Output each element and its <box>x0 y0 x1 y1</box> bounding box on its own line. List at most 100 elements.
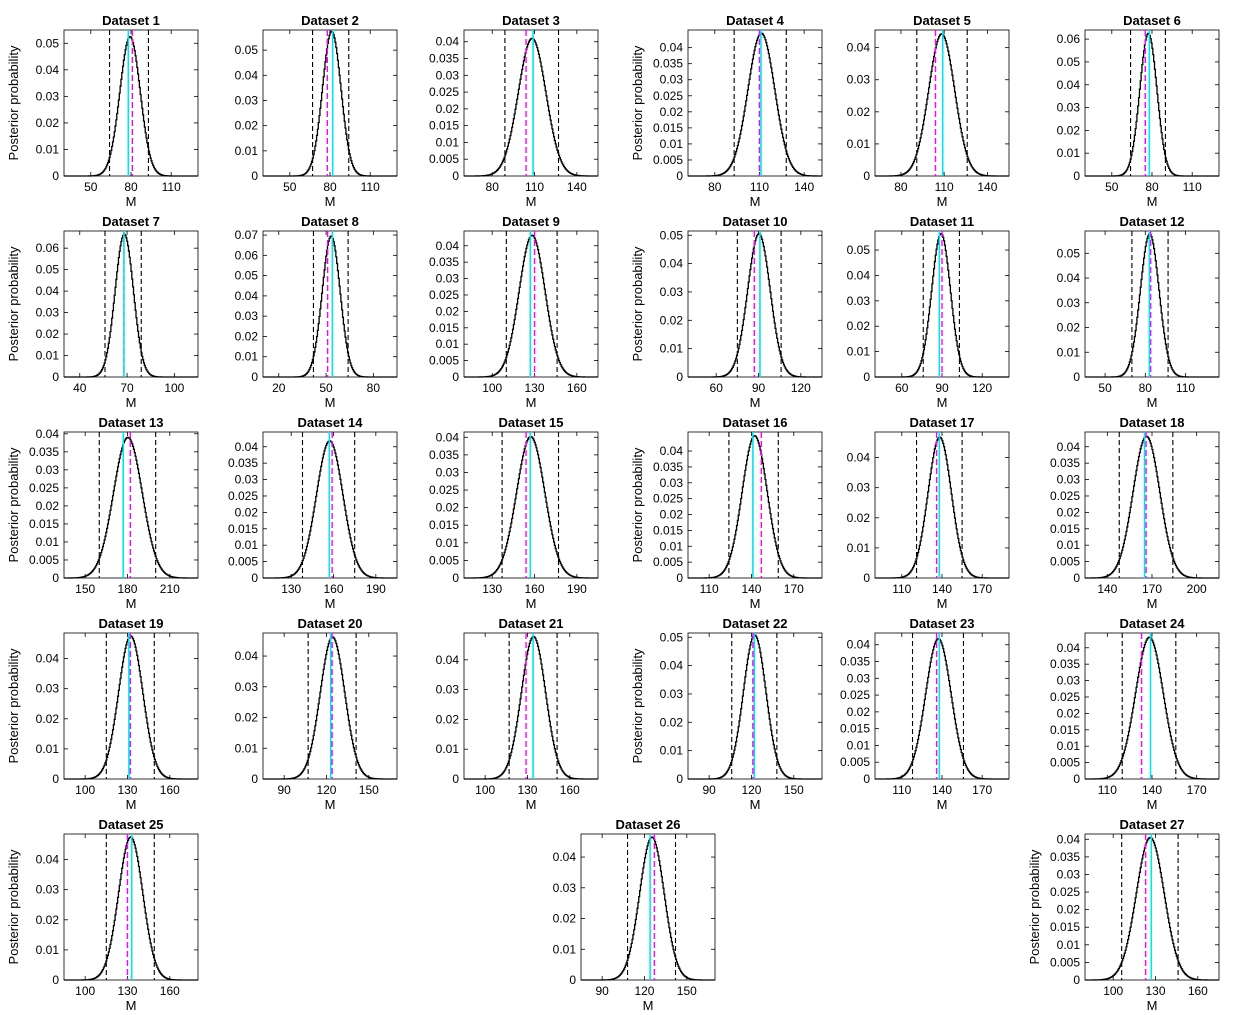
y-tick-label: 0.05 <box>660 630 684 644</box>
y-tick-label: 0.02 <box>436 712 460 726</box>
posterior-curve <box>64 36 198 177</box>
y-axis-label: Posterior probability <box>6 447 21 562</box>
axes-box <box>1084 431 1220 579</box>
y-tick-label: 0.06 <box>1057 32 1081 46</box>
y-tick-label: 0.035 <box>1050 456 1080 470</box>
x-tick-label: 140 <box>741 582 761 596</box>
x-tick-label: 150 <box>677 984 697 998</box>
subplot-title: Dataset 27 <box>1119 817 1184 832</box>
subplot-title: Dataset 1 <box>102 13 160 28</box>
y-tick-label: 0.03 <box>36 89 60 103</box>
y-tick-label: 0.02 <box>1057 706 1081 720</box>
y-tick-label: 0 <box>251 772 258 786</box>
subplot-title: Dataset 5 <box>913 13 971 28</box>
y-tick-label: 0.03 <box>436 465 460 479</box>
y-tick-label: 0.03 <box>436 68 460 82</box>
x-tick-label: 170 <box>1187 783 1207 797</box>
y-tick-label: 0.03 <box>36 883 60 897</box>
y-tick-label: 0.02 <box>553 912 577 926</box>
x-tick-label: 160 <box>525 582 545 596</box>
y-axis-label: Posterior probability <box>6 246 21 361</box>
y-tick-label: 0.03 <box>436 272 460 286</box>
y-tick-label: 0.04 <box>436 430 460 444</box>
posterior-curve <box>875 436 1009 579</box>
subplot-title: Dataset 12 <box>1119 214 1184 229</box>
axes-box <box>463 632 599 780</box>
subplot: 150 180 210 0 0.005 0.01 0.015 0.02 0.025 0.03 0.0… <box>6 415 199 611</box>
x-tick-label: 90 <box>277 783 291 797</box>
x-axis-label: M <box>1147 395 1158 410</box>
y-axis-label: Posterior probability <box>1027 849 1042 964</box>
y-tick-label: 0.04 <box>660 659 684 673</box>
y-tick-label: 0.01 <box>847 137 871 151</box>
x-tick-label: 110 <box>700 582 719 596</box>
y-tick-label: 0.02 <box>847 105 871 119</box>
subplot-title: Dataset 18 <box>1119 415 1184 430</box>
x-tick-label: 160 <box>160 783 180 797</box>
y-tick-label: 0.02 <box>36 712 60 726</box>
y-tick-label: 0.03 <box>847 73 871 87</box>
x-tick-label: 110 <box>750 180 769 194</box>
x-tick-label: 130 <box>117 984 137 998</box>
y-tick-label: 0.025 <box>653 492 683 506</box>
subplot-title: Dataset 26 <box>615 817 680 832</box>
y-tick-label: 0.02 <box>36 913 60 927</box>
y-tick-label: 0.005 <box>1050 955 1080 969</box>
x-tick-label: 100 <box>75 783 95 797</box>
y-tick-label: 0.005 <box>29 553 59 567</box>
y-tick-label: 0.01 <box>36 349 60 363</box>
x-axis-label: M <box>643 998 654 1013</box>
subplot: 140 170 200 0 0.005 0.01 0.015 0.02 0.025 0.03 0.0… <box>1050 415 1220 611</box>
y-tick-label: 0 <box>52 169 59 183</box>
x-axis-label: M <box>1147 797 1158 812</box>
x-tick-label: 100 <box>1103 984 1123 998</box>
posterior-curve <box>875 232 1009 378</box>
y-tick-label: 0 <box>251 571 258 585</box>
y-tick-label: 0.015 <box>429 321 459 335</box>
posterior-curve <box>464 234 598 378</box>
y-tick-label: 0 <box>676 571 683 585</box>
subplot: 20 50 80 0 0.01 0.02 0.03 0.04 0.05 0.06 0.07 Datas… <box>235 214 398 410</box>
y-tick-label: 0 <box>52 370 59 384</box>
subplot: 80 110 140 0 0.01 0.02 0.03 0.04 Dataset 5 M <box>847 13 1010 209</box>
x-tick-label: 110 <box>892 582 911 596</box>
x-tick-label: 120 <box>634 984 654 998</box>
x-tick-label: 130 <box>1146 984 1166 998</box>
y-tick-label: 0.01 <box>235 741 259 755</box>
y-tick-label: 0.025 <box>840 688 870 702</box>
x-tick-label: 120 <box>972 381 992 395</box>
y-tick-label: 0 <box>863 370 870 384</box>
x-tick-label: 120 <box>791 381 811 395</box>
y-tick-label: 0.03 <box>1057 101 1081 115</box>
y-tick-label: 0.035 <box>29 445 59 459</box>
subplot: 60 90 120 0 0.01 0.02 0.03 0.04 0.05 Dataset 10 M P… <box>630 214 823 410</box>
x-axis-label: M <box>126 596 137 611</box>
subplot-title: Dataset 17 <box>909 415 974 430</box>
subplot-title: Dataset 23 <box>909 616 974 631</box>
x-tick-label: 170 <box>972 783 992 797</box>
y-tick-label: 0.015 <box>228 522 258 536</box>
y-tick-label: 0.04 <box>235 649 259 663</box>
x-axis-label: M <box>325 395 336 410</box>
y-axis-label: Posterior probability <box>6 45 21 160</box>
y-tick-label: 0.03 <box>36 306 60 320</box>
x-tick-label: 110 <box>1183 180 1202 194</box>
y-tick-label: 0.015 <box>429 518 459 532</box>
axes-box <box>874 632 1010 780</box>
x-axis-label: M <box>750 797 761 812</box>
y-tick-label: 0.02 <box>436 102 460 116</box>
y-tick-label: 0.02 <box>660 715 684 729</box>
y-tick-label: 0 <box>52 571 59 585</box>
x-tick-label: 140 <box>1097 582 1117 596</box>
x-tick-label: 150 <box>359 783 379 797</box>
y-tick-label: 0.005 <box>840 755 870 769</box>
y-tick-label: 0.035 <box>1050 850 1080 864</box>
y-tick-label: 0 <box>676 370 683 384</box>
y-tick-label: 0.005 <box>429 354 459 368</box>
y-tick-label: 0.01 <box>847 541 871 555</box>
subplot-title: Dataset 11 <box>910 214 974 229</box>
y-tick-label: 0.03 <box>660 73 684 87</box>
y-tick-label: 0 <box>1073 169 1080 183</box>
y-tick-label: 0.06 <box>36 241 60 255</box>
